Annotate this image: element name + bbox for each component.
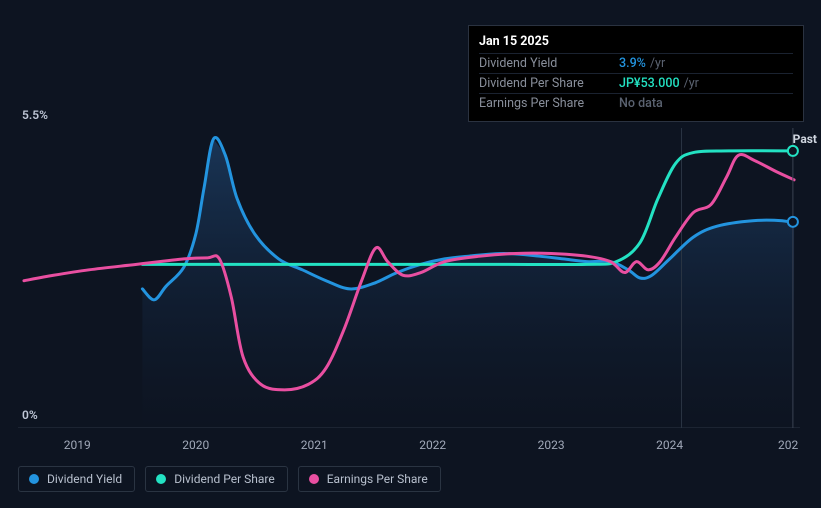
x-axis: 2019 2020 2021 2022 2023 2024 202 bbox=[18, 438, 800, 458]
tooltip-date: Jan 15 2025 bbox=[479, 34, 793, 49]
past-label: Past bbox=[793, 132, 817, 146]
tooltip-row: Dividend Yield3.9% /yr bbox=[479, 53, 793, 73]
legend-item-dividend_yield[interactable]: Dividend Yield bbox=[18, 466, 135, 492]
x-tick: 2022 bbox=[419, 438, 446, 452]
plot-area[interactable] bbox=[18, 128, 800, 428]
x-tick: 2019 bbox=[64, 438, 91, 452]
x-tick: 2023 bbox=[538, 438, 565, 452]
legend-label: Earnings Per Share bbox=[327, 472, 428, 486]
area-fill bbox=[142, 139, 794, 428]
legend-dot-icon bbox=[156, 474, 166, 484]
dividend-chart: 5.5% 0% Past 201920202021202220232024202… bbox=[0, 0, 821, 508]
tooltip-row-unit: /yr bbox=[684, 76, 699, 91]
tooltip-row: Dividend Per ShareJP¥53.000/yr bbox=[479, 73, 793, 93]
legend: Dividend Yield Dividend Per Share Earnings… bbox=[18, 466, 441, 492]
tooltip-row-unit: /yr bbox=[650, 56, 665, 71]
legend-item-earnings_per_share[interactable]: Earnings Per Share bbox=[298, 466, 441, 492]
tooltip-row-value: No data bbox=[619, 96, 663, 111]
tooltip-row-label: Dividend Yield bbox=[479, 56, 619, 71]
legend-label: Dividend Per Share bbox=[174, 472, 275, 486]
hover-tooltip: Jan 15 2025 Dividend Yield3.9%/yrDividen… bbox=[468, 25, 804, 122]
plot-svg bbox=[18, 128, 800, 428]
x-tick: 2024 bbox=[656, 438, 683, 452]
legend-item-dividend_per_share[interactable]: Dividend Per Share bbox=[145, 466, 288, 492]
hover-dot-dividend_per_share bbox=[788, 146, 798, 156]
legend-dot-icon bbox=[309, 474, 319, 484]
tooltip-row: Earnings Per ShareNo data bbox=[479, 93, 793, 113]
legend-label: Dividend Yield bbox=[47, 472, 122, 486]
tooltip-row-value: JP¥53.000 bbox=[619, 76, 680, 91]
tooltip-row-label: Dividend Per Share bbox=[479, 76, 619, 91]
x-tick: 2020 bbox=[182, 438, 209, 452]
y-tick-max: 5.5% bbox=[22, 108, 48, 122]
x-tick: 2021 bbox=[301, 438, 328, 452]
legend-dot-icon bbox=[29, 474, 39, 484]
tooltip-row-value: 3.9% bbox=[619, 56, 646, 71]
tooltip-row-label: Earnings Per Share bbox=[479, 96, 619, 111]
x-tick: 202 bbox=[778, 438, 798, 452]
hover-dot-dividend_yield bbox=[788, 217, 798, 227]
